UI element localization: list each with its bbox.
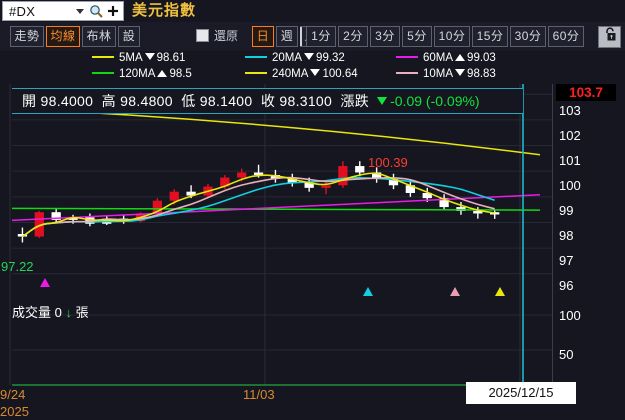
legend-value-240ma: 100.64 bbox=[322, 68, 358, 80]
y-tick-99: 99 bbox=[559, 203, 574, 218]
legend-swatch-60ma bbox=[396, 55, 418, 58]
legend-item-5ma: 5MA 98.61 bbox=[92, 52, 185, 64]
chevron-down-icon[interactable] bbox=[76, 8, 84, 14]
high-value: 98.4800 bbox=[120, 93, 173, 109]
legend-value-60ma: 99.03 bbox=[467, 52, 496, 64]
legend-item-60ma: 60MA 99.03 bbox=[396, 52, 496, 64]
trend-up-icon bbox=[157, 69, 168, 77]
ohlc-values: 開 98.4000 高 98.4800 低 98.1400 收 98.3100 … bbox=[12, 91, 369, 111]
symbol-input[interactable]: #DX bbox=[2, 1, 124, 21]
legend-swatch-240ma bbox=[245, 71, 267, 74]
legend-item-240ma: 240MA 100.64 bbox=[245, 68, 358, 80]
change-value: -0.09 (-0.09%) bbox=[377, 93, 480, 109]
plus-icon[interactable] bbox=[107, 5, 119, 17]
y-tick-96: 96 bbox=[559, 278, 574, 293]
adjust-checkbox[interactable] bbox=[196, 29, 209, 42]
tool-button-trend[interactable]: 走勢 bbox=[10, 26, 44, 47]
legend-swatch-120ma bbox=[92, 71, 114, 74]
trend-down-icon bbox=[310, 69, 321, 77]
chart-plot-area[interactable] bbox=[0, 84, 552, 386]
volume-unit: 張 bbox=[75, 305, 89, 320]
interval-button-2m[interactable]: 2分 bbox=[338, 26, 368, 47]
volume-label: 成交量 bbox=[12, 305, 52, 320]
high-label: 高 bbox=[101, 93, 116, 109]
legend-label-120ma: 120MA bbox=[119, 68, 156, 80]
volume-tick-50: 50 bbox=[559, 347, 574, 362]
swing-high-annotation: 100.39 bbox=[368, 155, 408, 170]
trend-down-icon bbox=[144, 53, 155, 61]
last-price-tag: 103.7 bbox=[556, 84, 616, 101]
symbol-value: #DX bbox=[9, 3, 36, 19]
volume-readout: 成交量 0 ↓ 張 bbox=[12, 302, 89, 321]
y-tick-97: 97 bbox=[559, 253, 574, 268]
interval-button-5m[interactable]: 5分 bbox=[402, 26, 432, 47]
ma-legend: 5MA 98.61 20MA 99.32 60MA 99.03 120MA 98.5 2… bbox=[0, 51, 552, 84]
legend-value-20ma: 99.32 bbox=[316, 52, 345, 64]
trend-down-icon bbox=[377, 97, 388, 106]
trend-down-icon bbox=[304, 53, 315, 61]
close-value: 98.3100 bbox=[279, 93, 333, 109]
lock-button[interactable] bbox=[598, 26, 621, 48]
interval-button-10m[interactable]: 10分 bbox=[434, 26, 470, 47]
x-axis-year: 2025 bbox=[0, 404, 29, 419]
legend-value-5ma: 98.61 bbox=[156, 52, 186, 64]
interval-button-3m[interactable]: 3分 bbox=[370, 26, 400, 47]
legend-label-10ma: 10MA bbox=[423, 68, 454, 80]
ohlc-readout-bar: 開 98.4000 高 98.4800 低 98.1400 收 98.3100 … bbox=[12, 88, 523, 114]
y-tick-102: 102 bbox=[559, 128, 581, 143]
interval-button-15m[interactable]: 15分 bbox=[472, 26, 508, 47]
legend-item-10ma: 10MA 98.83 bbox=[396, 68, 496, 80]
volume-tick-100: 100 bbox=[559, 308, 581, 323]
change-text: -0.09 (-0.09%) bbox=[390, 93, 480, 109]
interval-button-1m[interactable]: 1分 bbox=[306, 26, 336, 47]
price-chart-svg bbox=[0, 84, 552, 386]
tool-button-settings[interactable]: 設 bbox=[118, 26, 140, 47]
crosshair-date-tooltip: 2025/12/15 bbox=[466, 382, 576, 404]
search-icon[interactable] bbox=[89, 4, 103, 18]
legend-value-120ma: 98.5 bbox=[169, 68, 192, 80]
y-tick-100: 100 bbox=[559, 178, 581, 193]
x-tick-first: 9/24 bbox=[0, 387, 26, 402]
symbol-bar: #DX 美元指數 bbox=[0, 0, 625, 22]
y-tick-101: 101 bbox=[559, 153, 581, 168]
trend-down-icon bbox=[455, 69, 466, 77]
legend-item-120ma: 120MA 98.5 bbox=[92, 68, 192, 80]
y-tick-103: 103 bbox=[559, 103, 581, 118]
legend-swatch-5ma bbox=[92, 55, 114, 58]
period-button-week[interactable]: 週 bbox=[276, 26, 298, 47]
legend-swatch-20ma bbox=[245, 55, 267, 58]
instrument-name: 美元指數 bbox=[132, 2, 197, 19]
legend-label-60ma: 60MA bbox=[423, 52, 454, 64]
legend-swatch-10ma bbox=[396, 71, 418, 74]
trend-up-icon bbox=[455, 53, 466, 61]
price-axis: 103.7 103 102 101 100 99 98 97 96 100 50… bbox=[552, 84, 625, 396]
toolbar-divider-2 bbox=[300, 27, 302, 46]
legend-label-5ma: 5MA bbox=[119, 52, 143, 64]
tool-button-ma[interactable]: 均線 bbox=[46, 26, 80, 47]
tool-button-bollinger[interactable]: 布林 bbox=[82, 26, 116, 47]
period-button-day[interactable]: 日 bbox=[252, 26, 274, 47]
close-label: 收 bbox=[260, 93, 276, 109]
interval-button-60m[interactable]: 60分 bbox=[548, 26, 584, 47]
legend-item-20ma: 20MA 99.32 bbox=[245, 52, 345, 64]
legend-value-10ma: 98.83 bbox=[467, 68, 496, 80]
open-value: 98.4000 bbox=[40, 93, 94, 109]
low-value: 98.1400 bbox=[199, 93, 253, 109]
swing-low-annotation: 97.22 bbox=[1, 259, 34, 274]
chart-toolbar: 走勢 均線 布林 設 還原 日 週 月 1分 2分 3分 5分 10分 15分 … bbox=[0, 22, 625, 51]
x-tick-second: 11/03 bbox=[243, 387, 275, 402]
volume-arrow-icon: ↓ bbox=[65, 305, 73, 320]
interval-button-30m[interactable]: 30分 bbox=[510, 26, 546, 47]
unlocked-padlock-icon bbox=[603, 27, 617, 47]
y-tick-98: 98 bbox=[559, 228, 574, 243]
legend-label-240ma: 240MA bbox=[272, 68, 309, 80]
adjust-checkbox-label: 還原 bbox=[214, 29, 239, 43]
change-label: 漲跌 bbox=[340, 93, 370, 109]
low-label: 低 bbox=[181, 93, 196, 109]
open-label: 開 bbox=[22, 93, 37, 109]
volume-value: 0 bbox=[54, 305, 62, 320]
legend-label-20ma: 20MA bbox=[272, 52, 303, 64]
